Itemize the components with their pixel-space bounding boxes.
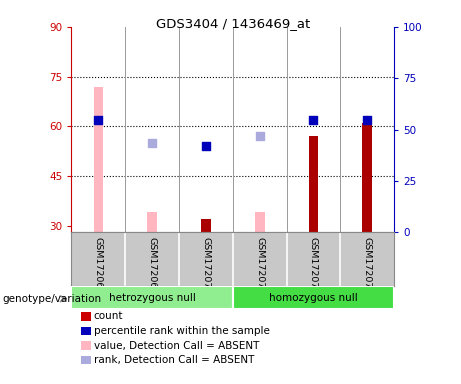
Text: rank, Detection Call = ABSENT: rank, Detection Call = ABSENT <box>94 355 254 365</box>
Text: GSM172068: GSM172068 <box>94 237 103 294</box>
Bar <box>201 219 211 232</box>
Text: GSM172070: GSM172070 <box>201 237 210 294</box>
Text: percentile rank within the sample: percentile rank within the sample <box>94 326 270 336</box>
Bar <box>362 123 372 232</box>
Text: hetrozygous null: hetrozygous null <box>109 293 195 303</box>
Point <box>364 117 371 123</box>
Point <box>95 117 102 123</box>
Point <box>256 133 263 139</box>
Bar <box>71 286 233 309</box>
Text: genotype/variation: genotype/variation <box>2 294 101 304</box>
Point <box>202 143 210 149</box>
Text: GDS3404 / 1436469_at: GDS3404 / 1436469_at <box>156 17 310 30</box>
Bar <box>94 86 103 232</box>
Text: value, Detection Call = ABSENT: value, Detection Call = ABSENT <box>94 341 259 351</box>
Point <box>148 140 156 146</box>
Text: GSM172072: GSM172072 <box>309 237 318 294</box>
Text: GSM172069: GSM172069 <box>148 237 157 294</box>
Point <box>310 117 317 123</box>
Text: GSM172073: GSM172073 <box>363 237 372 294</box>
Text: homozygous null: homozygous null <box>269 293 358 303</box>
Text: GSM172071: GSM172071 <box>255 237 264 294</box>
Bar <box>148 212 157 232</box>
Bar <box>233 286 394 309</box>
Bar <box>309 136 318 232</box>
Bar <box>255 212 265 232</box>
Text: count: count <box>94 311 123 321</box>
